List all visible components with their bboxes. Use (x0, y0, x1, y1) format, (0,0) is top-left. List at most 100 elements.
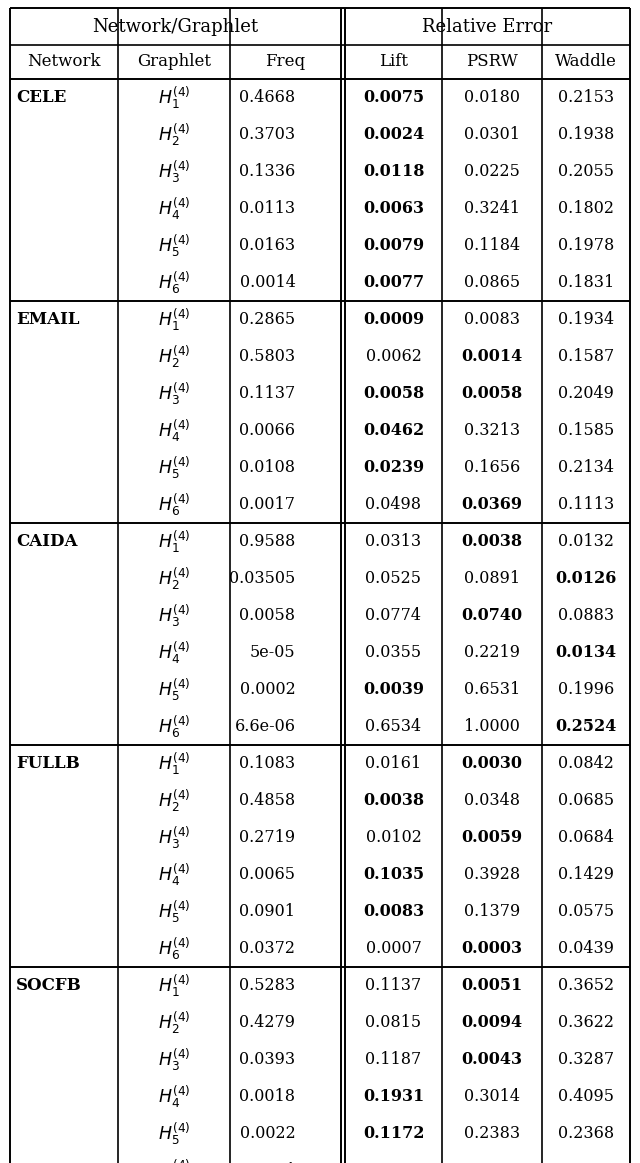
Text: 0.1587: 0.1587 (558, 348, 614, 365)
Text: 0.0018: 0.0018 (239, 1089, 296, 1105)
Text: 0.0815: 0.0815 (365, 1014, 422, 1032)
Text: $H_{4}^{(4)}$: $H_{4}^{(4)}$ (158, 195, 190, 222)
Text: $H_{1}^{(4)}$: $H_{1}^{(4)}$ (158, 972, 190, 999)
Text: Waddle: Waddle (555, 53, 617, 71)
Text: 6.6e-06: 6.6e-06 (234, 718, 296, 735)
Text: 0.0024: 0.0024 (363, 126, 424, 143)
Text: 0.0062: 0.0062 (365, 348, 421, 365)
Text: 0.0065: 0.0065 (239, 866, 296, 883)
Text: 0.0348: 0.0348 (464, 792, 520, 809)
Text: $H_{4}^{(4)}$: $H_{4}^{(4)}$ (158, 418, 190, 444)
Text: 0.1656: 0.1656 (464, 459, 520, 476)
Text: 0.1585: 0.1585 (558, 422, 614, 438)
Text: 0.0079: 0.0079 (363, 237, 424, 254)
Text: 0.0022: 0.0022 (240, 1125, 296, 1142)
Text: CELE: CELE (16, 90, 67, 106)
Text: 0.4858: 0.4858 (239, 792, 296, 809)
Text: 0.0891: 0.0891 (464, 570, 520, 587)
Text: 0.0017: 0.0017 (239, 495, 296, 513)
Text: 1.0000: 1.0000 (464, 718, 520, 735)
Text: 0.0051: 0.0051 (461, 977, 523, 994)
Text: $H_{5}^{(4)}$: $H_{5}^{(4)}$ (158, 676, 190, 702)
Text: 0.0161: 0.0161 (365, 755, 422, 772)
Text: $H_{5}^{(4)}$: $H_{5}^{(4)}$ (158, 233, 190, 259)
Text: 0.0865: 0.0865 (464, 274, 520, 291)
Text: $H_{5}^{(4)}$: $H_{5}^{(4)}$ (158, 898, 190, 925)
Text: SOCFB: SOCFB (16, 977, 82, 994)
Text: $H_{2}^{(4)}$: $H_{2}^{(4)}$ (158, 565, 190, 592)
Text: 0.0369: 0.0369 (461, 495, 522, 513)
Text: 0.2383: 0.2383 (464, 1125, 520, 1142)
Text: 0.3014: 0.3014 (464, 1089, 520, 1105)
Text: 0.2524: 0.2524 (556, 718, 617, 735)
Text: 0.0007: 0.0007 (365, 940, 421, 957)
Text: 0.2134: 0.2134 (558, 459, 614, 476)
Text: 0.0030: 0.0030 (461, 755, 522, 772)
Text: 0.0043: 0.0043 (461, 1051, 522, 1068)
Text: 0.0038: 0.0038 (363, 792, 424, 809)
Text: Lift: Lift (379, 53, 408, 71)
Text: 0.0014: 0.0014 (239, 274, 296, 291)
Text: $H_{6}^{(4)}$: $H_{6}^{(4)}$ (158, 935, 190, 962)
Text: PSRW: PSRW (466, 53, 518, 71)
Text: 0.0066: 0.0066 (239, 422, 296, 438)
Text: 0.0009: 0.0009 (363, 311, 424, 328)
Text: Network: Network (28, 53, 100, 71)
Text: 0.6531: 0.6531 (464, 682, 520, 698)
Text: 0.2055: 0.2055 (558, 163, 614, 180)
Text: $H_{1}^{(4)}$: $H_{1}^{(4)}$ (158, 750, 190, 777)
Text: $H_{3}^{(4)}$: $H_{3}^{(4)}$ (158, 602, 190, 629)
Text: 0.0058: 0.0058 (363, 385, 424, 402)
Text: FULLB: FULLB (16, 755, 80, 772)
Text: 0.0102: 0.0102 (365, 829, 421, 846)
Text: 0.0372: 0.0372 (239, 940, 296, 957)
Text: $H_{1}^{(4)}$: $H_{1}^{(4)}$ (158, 528, 190, 555)
Text: 0.1996: 0.1996 (558, 682, 614, 698)
Text: $H_{6}^{(4)}$: $H_{6}^{(4)}$ (158, 1157, 190, 1163)
Text: 0.1187: 0.1187 (365, 1051, 422, 1068)
Text: $H_{2}^{(4)}$: $H_{2}^{(4)}$ (158, 787, 190, 814)
Text: 0.1934: 0.1934 (558, 311, 614, 328)
Text: 0.0014: 0.0014 (461, 348, 523, 365)
Text: Graphlet: Graphlet (137, 53, 211, 71)
Text: EMAIL: EMAIL (16, 311, 79, 328)
Text: 0.0132: 0.0132 (558, 533, 614, 550)
Text: 0.0108: 0.0108 (239, 459, 296, 476)
Text: 0.6534: 0.6534 (365, 718, 422, 735)
Text: 0.0113: 0.0113 (239, 200, 296, 217)
Text: $H_{3}^{(4)}$: $H_{3}^{(4)}$ (158, 1046, 190, 1073)
Text: 0.1184: 0.1184 (464, 237, 520, 254)
Text: 0.0063: 0.0063 (363, 200, 424, 217)
Text: 0.4279: 0.4279 (239, 1014, 296, 1032)
Text: 0.3703: 0.3703 (239, 126, 296, 143)
Text: 0.0684: 0.0684 (558, 829, 614, 846)
Text: $H_{2}^{(4)}$: $H_{2}^{(4)}$ (158, 1009, 190, 1036)
Text: $H_{6}^{(4)}$: $H_{6}^{(4)}$ (158, 713, 190, 740)
Text: 0.1172: 0.1172 (363, 1125, 424, 1142)
Text: 0.3622: 0.3622 (558, 1014, 614, 1032)
Text: 0.0058: 0.0058 (461, 385, 523, 402)
Text: 0.0163: 0.0163 (239, 237, 296, 254)
Text: 0.0059: 0.0059 (461, 829, 523, 846)
Text: 0.0740: 0.0740 (461, 607, 523, 625)
Text: 0.0077: 0.0077 (363, 274, 424, 291)
Text: 0.2865: 0.2865 (239, 311, 296, 328)
Text: 0.0039: 0.0039 (363, 682, 424, 698)
Text: 0.0118: 0.0118 (363, 163, 424, 180)
Text: 0.5283: 0.5283 (239, 977, 296, 994)
Text: $H_{3}^{(4)}$: $H_{3}^{(4)}$ (158, 158, 190, 185)
Text: 0.2153: 0.2153 (558, 90, 614, 106)
Text: 0.1083: 0.1083 (239, 755, 296, 772)
Text: 0.0003: 0.0003 (461, 940, 522, 957)
Text: $H_{4}^{(4)}$: $H_{4}^{(4)}$ (158, 1083, 190, 1110)
Text: 0.0393: 0.0393 (239, 1051, 296, 1068)
Text: 0.0498: 0.0498 (365, 495, 422, 513)
Text: 0.5803: 0.5803 (239, 348, 296, 365)
Text: 0.2368: 0.2368 (558, 1125, 614, 1142)
Text: 0.1429: 0.1429 (558, 866, 614, 883)
Text: Network/Graphlet: Network/Graphlet (92, 17, 259, 36)
Text: 0.3928: 0.3928 (464, 866, 520, 883)
Text: 0.1113: 0.1113 (558, 495, 614, 513)
Text: 0.03505: 0.03505 (229, 570, 296, 587)
Text: 0.0901: 0.0901 (239, 902, 296, 920)
